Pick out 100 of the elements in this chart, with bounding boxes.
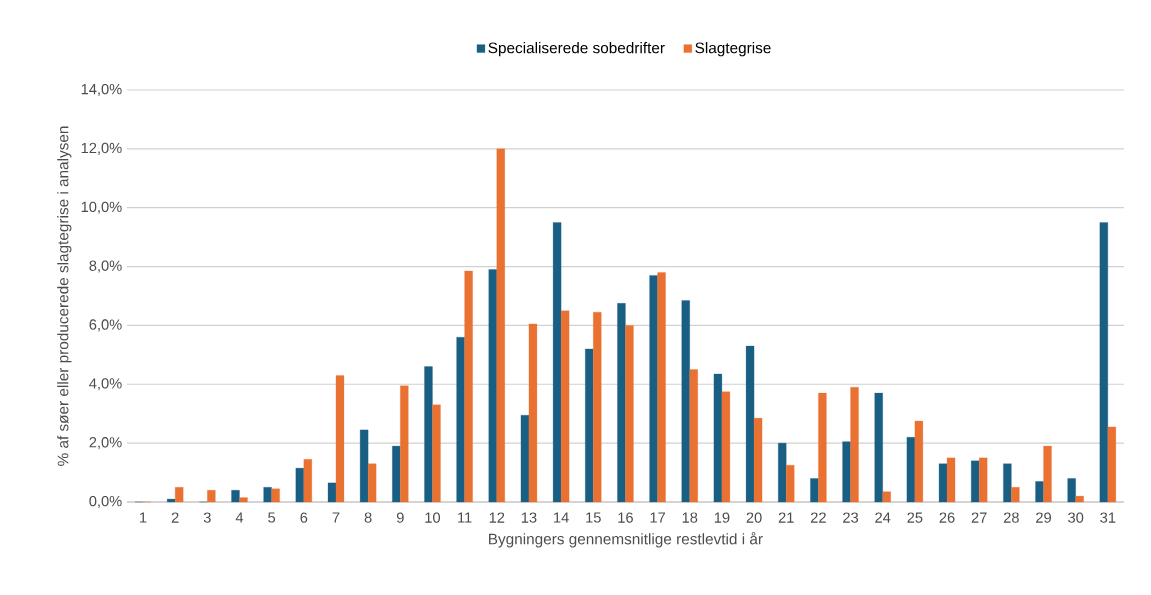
bar (745, 345, 755, 503)
x-tick-label: 21 (778, 512, 794, 523)
x-tick-label: 29 (1036, 512, 1051, 523)
bar (231, 490, 240, 503)
bar (971, 460, 980, 503)
bar (681, 300, 690, 503)
bar (456, 337, 465, 503)
bar (167, 498, 176, 503)
y-tick-label: 14,0% (81, 83, 122, 97)
x-tick-label: 31 (1100, 512, 1116, 523)
y-tick-label: 2,0% (89, 437, 122, 450)
bar (585, 348, 594, 503)
y-tick-label: 8,0% (89, 260, 122, 273)
x-tick-label: 30 (1068, 512, 1084, 523)
bar (303, 459, 312, 503)
y-tick-label: 0,0% (89, 495, 122, 509)
bar (882, 491, 891, 503)
bar (424, 366, 433, 503)
bar (946, 457, 956, 503)
x-tick-label: 23 (843, 512, 859, 523)
bar (842, 441, 851, 503)
bar (528, 323, 538, 503)
bar (335, 375, 345, 503)
y-tick-label: 6,0% (89, 319, 122, 332)
x-tick-label: 27 (971, 512, 987, 523)
bar (400, 385, 409, 503)
bar (938, 463, 948, 503)
bar (327, 482, 337, 503)
x-tick-label: 11 (458, 512, 472, 523)
bar (979, 457, 988, 503)
x-tick-label: 15 (586, 512, 601, 523)
bar (207, 490, 216, 503)
bar (175, 487, 184, 503)
bar (295, 468, 304, 503)
x-tick-label: 17 (650, 512, 666, 523)
bar (520, 415, 530, 503)
x-tick-label: 14 (554, 512, 569, 523)
bar (1107, 426, 1116, 503)
x-tick-label: 26 (939, 512, 955, 523)
bar (560, 310, 570, 503)
legend-label: Slagtegrise (695, 42, 771, 57)
x-tick-label: 7 (332, 512, 340, 523)
bar (786, 465, 795, 503)
x-tick-label: 20 (746, 512, 762, 523)
x-tick-label: 16 (618, 512, 633, 523)
bar (713, 373, 723, 503)
x-tick-label: 2 (171, 512, 179, 523)
bar (625, 325, 634, 503)
bar (271, 488, 280, 503)
bar (239, 497, 248, 503)
bar (1011, 487, 1020, 503)
bar (1035, 481, 1044, 503)
bar (432, 404, 441, 503)
bar (464, 270, 473, 503)
bar (906, 437, 916, 503)
x-tick-label: 6 (300, 512, 308, 523)
x-tick-label: 22 (810, 512, 826, 523)
y-tick-label: 4,0% (89, 378, 122, 391)
bar (914, 420, 924, 503)
bar (263, 487, 272, 503)
bar (778, 442, 787, 503)
x-tick-label: 24 (875, 512, 891, 523)
bar (810, 478, 819, 503)
bar (496, 148, 505, 503)
bar (1003, 463, 1012, 503)
x-tick-label: 25 (907, 512, 923, 523)
bar (818, 392, 827, 503)
bar (657, 272, 666, 503)
bar (689, 369, 698, 503)
y-axis-title: % af søer eller producerede slagtegrise i analysen (57, 126, 72, 466)
bar (488, 269, 497, 503)
x-tick-label: 18 (682, 512, 698, 523)
y-tick-label: 12,0% (81, 142, 122, 155)
bar (1067, 478, 1076, 503)
bar (552, 222, 562, 503)
x-tick-label: 3 (203, 512, 211, 523)
x-tick-label: 8 (364, 512, 372, 523)
bar (368, 463, 377, 503)
bar (649, 275, 658, 503)
bar (360, 429, 369, 503)
y-tick-label: 10,0% (81, 201, 122, 214)
bar (721, 391, 731, 503)
bar (1075, 495, 1084, 503)
x-tick-label: 9 (396, 512, 404, 523)
x-tick-label: 28 (1003, 512, 1019, 523)
x-tick-label: 5 (268, 512, 276, 523)
bar (593, 312, 602, 503)
x-tick-label: 12 (489, 512, 505, 523)
x-tick-label: 1 (140, 512, 147, 523)
x-tick-label: 19 (714, 512, 730, 523)
x-tick-label: 4 (235, 512, 244, 523)
bar (617, 303, 626, 503)
bar (392, 445, 401, 503)
bar (874, 392, 883, 503)
bar (753, 417, 763, 503)
bar (1043, 445, 1052, 503)
x-tick-label: 13 (521, 512, 537, 523)
legend-label: Specialiserede sobedrifter (488, 42, 665, 57)
bar (1099, 222, 1108, 503)
bar (850, 387, 859, 503)
